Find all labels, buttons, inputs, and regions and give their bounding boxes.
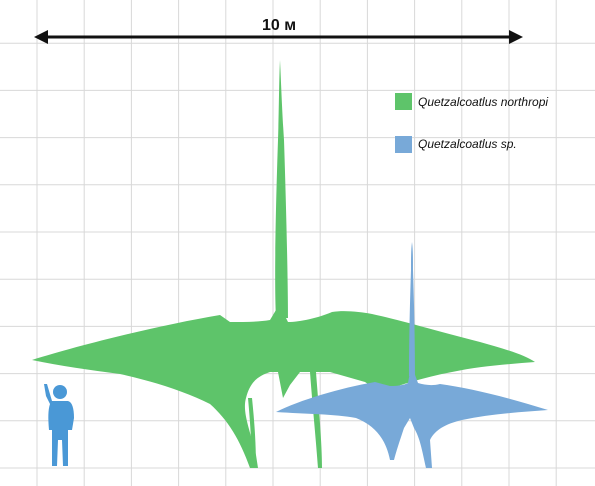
scale-bar-arrow-right — [509, 30, 523, 44]
human-head — [53, 385, 67, 399]
legend-swatch-blue — [395, 136, 412, 153]
sp-wings — [276, 372, 548, 468]
legend-label-sp: Quetzalcoatlus sp. — [418, 137, 517, 151]
human-body — [44, 384, 74, 466]
scale-bar-label: 10 м — [262, 17, 296, 34]
scale-bar-arrow-left — [34, 30, 48, 44]
scale-bar: 10 м — [34, 17, 523, 44]
northropi-leg-left — [248, 398, 256, 468]
human-silhouette — [44, 384, 74, 466]
northropi-neck — [275, 60, 288, 318]
legend-label-northropi: Quetzalcoatlus northropi — [418, 95, 548, 109]
legend-item-sp: Quetzalcoatlus sp. — [395, 136, 517, 153]
legend-item-northropi: Quetzalcoatlus northropi — [395, 93, 548, 110]
legend-swatch-green — [395, 93, 412, 110]
legend: Quetzalcoatlus northropi Quetzalcoatlus … — [395, 93, 548, 153]
sp-neck — [409, 242, 415, 376]
northropi-leg-right — [310, 372, 322, 468]
quetzalcoatlus-sp-silhouette — [276, 242, 548, 468]
